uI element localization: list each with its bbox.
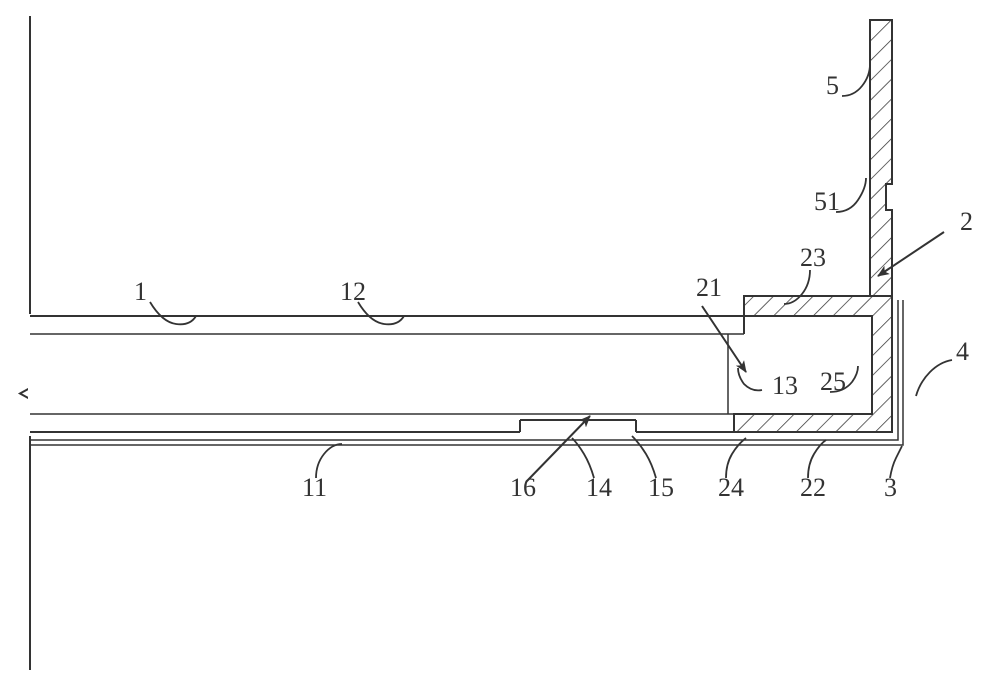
label-1: 1 xyxy=(134,277,147,306)
label-5: 5 xyxy=(826,71,839,100)
label-15: 15 xyxy=(648,473,674,502)
label-3: 3 xyxy=(884,473,897,502)
label-25: 25 xyxy=(820,367,846,396)
label-23: 23 xyxy=(800,243,826,272)
label-12: 12 xyxy=(340,277,366,306)
label-22: 22 xyxy=(800,473,826,502)
label-2: 2 xyxy=(960,207,973,236)
label-4: 4 xyxy=(956,337,969,366)
label-16: 16 xyxy=(510,473,536,502)
label-24: 24 xyxy=(718,473,744,502)
label-13: 13 xyxy=(772,371,798,400)
label-11: 11 xyxy=(302,473,327,502)
technical-drawing: 11221232551425131116141524223 xyxy=(0,0,1000,685)
label-21: 21 xyxy=(696,273,722,302)
label-14: 14 xyxy=(586,473,612,502)
label-51: 51 xyxy=(814,187,840,216)
